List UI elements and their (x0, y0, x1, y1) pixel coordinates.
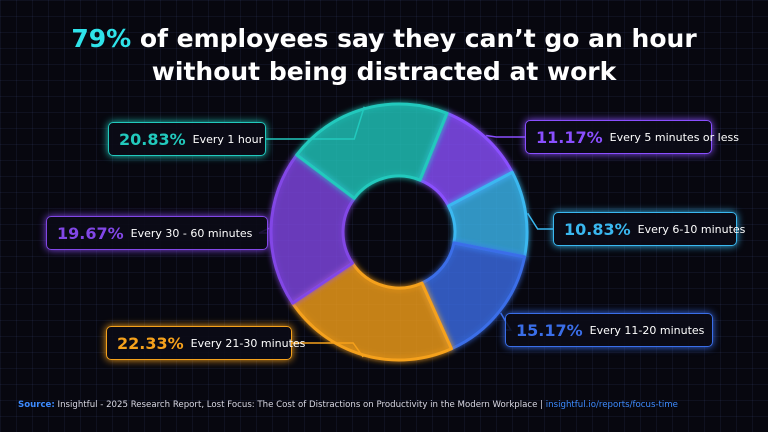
slice-value-label: 11.17% (536, 127, 603, 147)
connector-line (486, 134, 525, 138)
slice-value-label: 22.33% (117, 333, 184, 353)
slice-value-label: 15.17% (516, 320, 583, 340)
slice-category-label: Every 30 - 60 minutes (130, 226, 253, 240)
source-footer: Source: Insightful - 2025 Research Repor… (18, 400, 678, 410)
donut-slice (291, 261, 453, 362)
slice-value-label: 10.83% (564, 219, 631, 239)
slice-label: 15.17% Every 11-20 minutes (505, 313, 713, 347)
page-title: 79% of employees say they can’t go an ho… (0, 22, 768, 88)
slice-label: 20.83% Every 1 hour (108, 122, 266, 156)
title-line-1-rest: of employees say they can’t go an hour (131, 24, 697, 53)
slice-label: 10.83% Every 6-10 minutes (553, 212, 745, 246)
connector-line (527, 212, 553, 230)
source-label: Source: (18, 400, 55, 410)
slice-category-label: Every 1 hour (192, 132, 264, 146)
slice-value-label: 20.83% (119, 129, 186, 149)
slice-category-label: Every 11-20 minutes (589, 323, 705, 337)
footer-separator: | (540, 400, 544, 410)
slice-label: 11.17% Every 5 minutes or less (525, 120, 739, 154)
slice-label: 22.33% Every 21-30 minutes (106, 326, 305, 360)
slice-label: 19.67% Every 30 - 60 minutes (46, 216, 268, 250)
slice-category-label: Every 5 minutes or less (609, 130, 739, 144)
title-highlight: 79% (71, 24, 132, 53)
source-link[interactable]: insightful.io/reports/focus-time (545, 400, 678, 410)
donut-slices (269, 102, 529, 362)
title-line-2: without being distracted at work (151, 57, 617, 86)
donut-slice (269, 153, 356, 305)
slice-category-label: Every 6-10 minutes (637, 222, 746, 236)
slice-value-label: 19.67% (57, 223, 124, 243)
donut-slice (295, 102, 449, 200)
slice-category-label: Every 21-30 minutes (190, 336, 306, 350)
title-line-1: 79% of employees say they can’t go an ho… (0, 22, 768, 55)
source-text: Insightful - 2025 Research Report, Lost … (57, 400, 538, 410)
